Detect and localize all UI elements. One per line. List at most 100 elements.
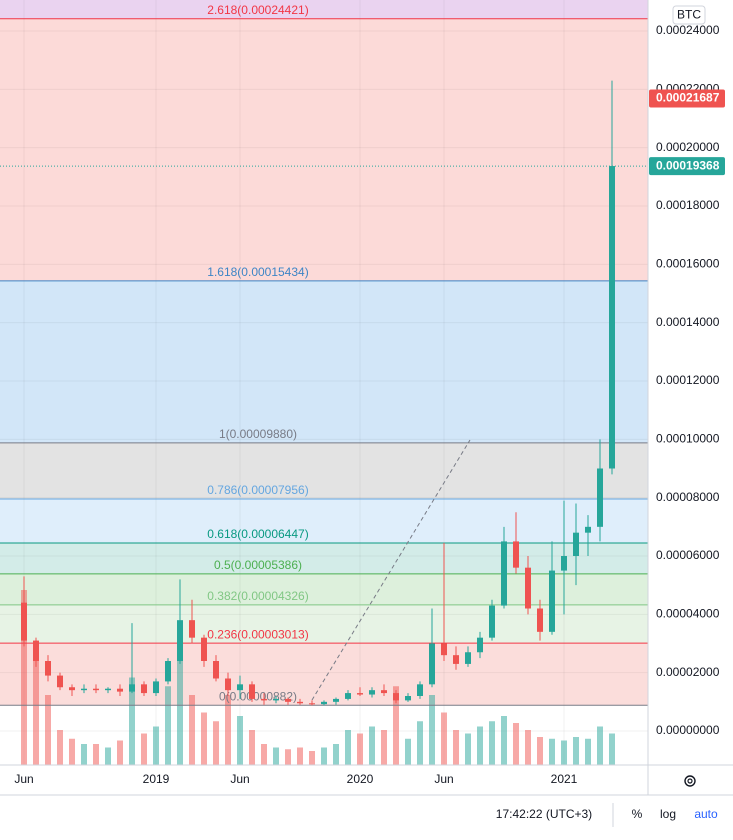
volume-bar: [201, 712, 207, 765]
fib-label: 1(0.00009880): [219, 427, 297, 441]
volume-bar: [477, 726, 483, 765]
candle-body: [201, 637, 207, 661]
volume-bar: [105, 747, 111, 765]
candle-body: [501, 541, 507, 606]
volume-bar: [285, 749, 291, 765]
volume-bar: [225, 695, 231, 765]
volume-bar: [549, 738, 555, 765]
volume-bar: [453, 730, 459, 765]
candle-body: [225, 678, 231, 691]
fib-band: [0, 573, 648, 605]
candle-body: [249, 684, 255, 699]
volume-bar: [333, 744, 339, 765]
candle-body: [561, 556, 567, 571]
price-tag-label: 0.00019368: [656, 158, 720, 172]
volume-bar: [33, 660, 39, 765]
y-tick-label: 0.00000000: [656, 723, 720, 737]
percent-button[interactable]: %: [632, 807, 643, 821]
candle-body: [69, 687, 75, 691]
candle-body: [309, 703, 315, 705]
volume-bar: [117, 740, 123, 765]
candle-body: [45, 661, 51, 676]
volume-bar: [573, 737, 579, 765]
volume-bar: [129, 677, 135, 765]
fib-label: 0.5(0.00005386): [214, 558, 302, 572]
fib-band: [0, 18, 648, 281]
candle-body: [141, 684, 147, 694]
currency-box[interactable]: [672, 5, 706, 25]
candle-body: [417, 684, 423, 696]
fib-label: 0.382(0.00004326): [207, 589, 308, 603]
volume-bar: [321, 747, 327, 765]
candle-body: [261, 698, 267, 701]
settings-icon[interactable]: [684, 775, 696, 787]
volume-bar: [393, 686, 399, 765]
y-tick-label: 0.00018000: [656, 198, 720, 212]
auto-button[interactable]: auto: [694, 807, 718, 821]
price-tag-label: 0.00021687: [656, 91, 720, 105]
volume-bar: [57, 730, 63, 765]
candle-body: [357, 693, 363, 695]
volume-bar: [177, 660, 183, 765]
fib-band: [0, 542, 648, 574]
trend-line: [311, 439, 471, 701]
candle-body: [585, 526, 591, 533]
y-tick-label: 0.00002000: [656, 665, 720, 679]
candle-body: [189, 620, 195, 638]
candle-body: [153, 681, 159, 694]
x-tick-label: 2021: [551, 772, 578, 786]
y-tick-label: 0.00004000: [656, 607, 720, 621]
candle-body: [333, 698, 339, 702]
volume-bar: [561, 740, 567, 765]
y-tick-label: 0.00020000: [656, 140, 720, 154]
y-tick-label: 0.00006000: [656, 548, 720, 562]
x-tick-label: Jun: [230, 772, 249, 786]
candle-body: [105, 688, 111, 691]
candle-body: [165, 661, 171, 682]
fib-band: [0, 0, 648, 19]
candle-body: [285, 698, 291, 702]
candle-body: [237, 684, 243, 691]
candle-body: [429, 643, 435, 685]
volume-bar: [345, 730, 351, 765]
fib-band: [0, 643, 648, 706]
volume-bar: [261, 744, 267, 765]
candle-body: [573, 532, 579, 556]
fib-band: [0, 498, 648, 543]
fib-label: 0.618(0.00006447): [207, 527, 308, 541]
candle-body: [513, 541, 519, 568]
y-tick-label: 0.00016000: [656, 257, 720, 271]
y-tick-label: 0.00024000: [656, 23, 720, 37]
volume-bar: [525, 730, 531, 765]
candle-body: [81, 688, 87, 691]
candle-body: [177, 620, 183, 661]
candle-body: [321, 701, 327, 705]
candle-body: [33, 640, 39, 661]
x-tick-label: 2020: [347, 772, 374, 786]
candle-body: [129, 684, 135, 692]
volume-bar: [189, 695, 195, 765]
log-button[interactable]: log: [660, 807, 676, 821]
volume-bar: [381, 730, 387, 765]
candle-body: [297, 701, 303, 704]
fib-label: 0.786(0.00007956): [207, 483, 308, 497]
candle-body: [489, 605, 495, 638]
price-tag: [649, 157, 725, 176]
y-tick-label: 0.00012000: [656, 373, 720, 387]
candle-body: [441, 643, 447, 656]
fib-label: 1.618(0.00015434): [207, 265, 308, 279]
volume-bar: [309, 751, 315, 765]
volume-bar: [597, 726, 603, 765]
volume-bar: [297, 747, 303, 765]
volume-bar: [417, 721, 423, 765]
fib-band: [0, 442, 648, 499]
candle-body: [549, 570, 555, 632]
volume-bar: [273, 747, 279, 765]
y-tick-label: 0.00008000: [656, 490, 720, 504]
volume-bar: [249, 730, 255, 765]
x-tick-label: Jun: [434, 772, 453, 786]
volume-bar: [93, 744, 99, 765]
volume-bar: [429, 695, 435, 765]
currency: BTC: [677, 8, 701, 22]
volume-bar: [45, 695, 51, 765]
